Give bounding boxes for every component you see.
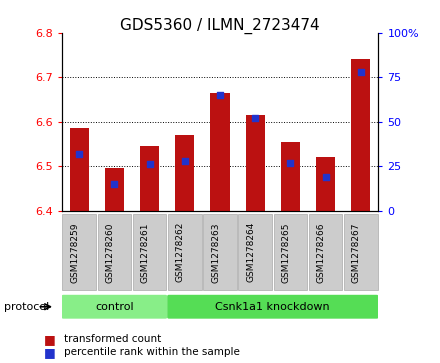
FancyBboxPatch shape <box>167 295 378 319</box>
Bar <box>210 93 230 211</box>
Bar <box>316 157 335 211</box>
Bar <box>246 115 265 211</box>
Point <box>216 92 224 98</box>
Text: GDS5360 / ILMN_2723474: GDS5360 / ILMN_2723474 <box>120 18 320 34</box>
Text: ■: ■ <box>44 333 56 346</box>
Point <box>357 69 364 75</box>
Text: percentile rank within the sample: percentile rank within the sample <box>64 347 240 357</box>
Text: GSM1278261: GSM1278261 <box>141 222 150 282</box>
Point <box>322 174 329 180</box>
Point <box>252 115 259 121</box>
FancyBboxPatch shape <box>62 295 167 319</box>
Text: GSM1278265: GSM1278265 <box>282 222 290 282</box>
Bar <box>70 128 89 211</box>
Bar <box>351 60 370 211</box>
Bar <box>140 146 159 211</box>
Bar <box>105 168 124 211</box>
Point <box>181 158 188 164</box>
Point <box>111 181 118 187</box>
Point <box>146 162 153 167</box>
Text: GSM1278267: GSM1278267 <box>352 222 361 282</box>
Text: Csnk1a1 knockdown: Csnk1a1 knockdown <box>216 302 330 312</box>
Text: transformed count: transformed count <box>64 334 161 344</box>
Bar <box>281 142 300 211</box>
Bar <box>175 135 194 211</box>
Text: GSM1278266: GSM1278266 <box>317 222 326 282</box>
Point <box>76 151 83 156</box>
Text: control: control <box>95 302 134 312</box>
Text: GSM1278260: GSM1278260 <box>106 222 114 282</box>
Text: GSM1278259: GSM1278259 <box>70 222 79 282</box>
Text: GSM1278262: GSM1278262 <box>176 222 185 282</box>
Text: protocol: protocol <box>4 302 50 312</box>
Text: GSM1278263: GSM1278263 <box>211 222 220 282</box>
Text: ■: ■ <box>44 346 56 359</box>
Point <box>287 160 294 166</box>
Text: GSM1278264: GSM1278264 <box>246 222 255 282</box>
